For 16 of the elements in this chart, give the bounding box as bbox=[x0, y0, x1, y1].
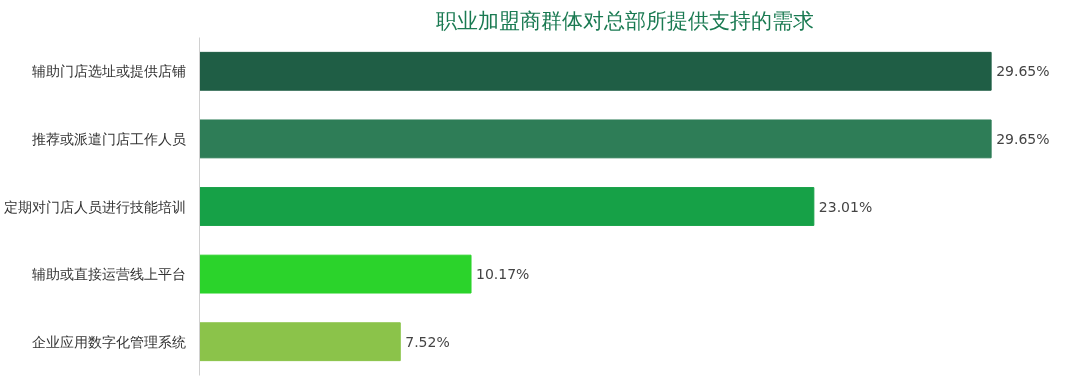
bar bbox=[199, 322, 401, 362]
data-label: 23.01% bbox=[818, 198, 873, 215]
bar bbox=[199, 119, 992, 159]
y-tick-label: 辅助门店选址或提供店铺 bbox=[31, 63, 186, 80]
y-tick-label: 企业应用数字化管理系统 bbox=[31, 333, 186, 350]
bar bbox=[199, 187, 815, 226]
data-label: 7.52% bbox=[405, 333, 450, 350]
y-tick-label: 辅助或直接运营线上平台 bbox=[31, 266, 186, 283]
bar bbox=[199, 51, 992, 91]
data-label: 29.65% bbox=[996, 130, 1050, 147]
chart-title: 职业加盟商群体对总部所提供支持的需求 bbox=[436, 7, 814, 33]
data-label: 10.17% bbox=[476, 266, 530, 283]
y-tick-label: 定期对门店人员进行技能培训 bbox=[3, 198, 186, 215]
bar bbox=[199, 254, 472, 294]
data-label: 29.65% bbox=[996, 63, 1050, 80]
y-tick-label: 推荐或派遣门店工作人员 bbox=[31, 130, 186, 147]
